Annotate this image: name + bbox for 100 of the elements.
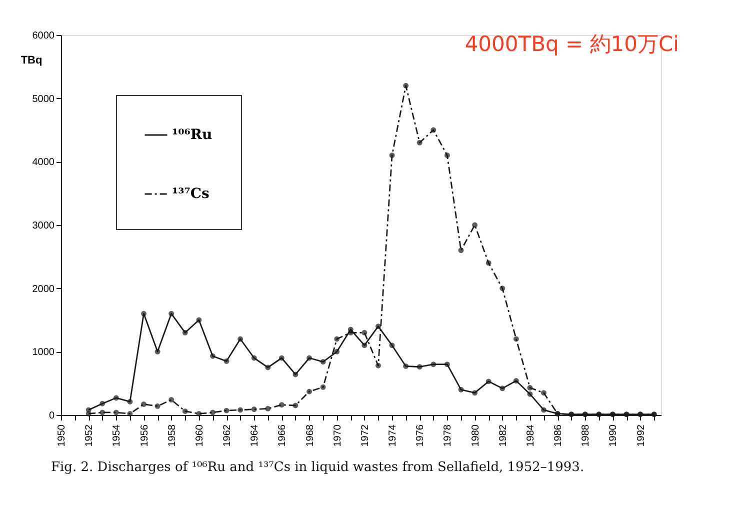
point (430, 127, 436, 133)
point (403, 364, 409, 369)
point (127, 398, 133, 404)
y-tick-label: 0 (48, 410, 55, 422)
point (582, 412, 588, 418)
point (596, 412, 602, 418)
x-tick-label: 1984 (525, 424, 536, 447)
point (278, 355, 284, 361)
point (306, 355, 312, 361)
y-tick-label: 2000 (32, 284, 55, 295)
y-tick-label: 4000 (32, 157, 55, 168)
point (292, 372, 298, 378)
point (362, 330, 368, 336)
caption: Fig. 2. Discharges of ¹⁰⁶Ru and ¹³⁷Cs in liquid wastes from Sellafield, 1952–1993. (51, 460, 584, 475)
x-tick-label: 1966 (277, 424, 288, 447)
point (376, 362, 381, 368)
point (265, 406, 271, 412)
point (320, 384, 326, 390)
point (527, 385, 533, 390)
x-tick-label: 1972 (360, 424, 371, 447)
x-tick-label: 1982 (498, 424, 509, 447)
point (251, 406, 257, 412)
x-tick-label: 1958 (166, 424, 178, 447)
point (486, 260, 492, 266)
x-tick-label: 1968 (304, 424, 316, 447)
point (278, 402, 284, 408)
point (568, 412, 574, 418)
point (224, 358, 230, 364)
x-tick-label: 1952 (84, 424, 96, 447)
point (196, 317, 202, 323)
point (113, 395, 119, 401)
point (376, 324, 381, 330)
point (210, 410, 216, 416)
point (86, 411, 92, 416)
point (182, 330, 188, 336)
point (182, 408, 188, 414)
point (403, 82, 409, 88)
x-tick-label: 1978 (442, 424, 454, 447)
x-tick-label: 1954 (112, 424, 123, 447)
point (320, 359, 326, 365)
annotation: 4000TBq = 約10万Ci (464, 32, 679, 56)
point (154, 348, 160, 354)
point (541, 390, 546, 396)
point (389, 342, 395, 348)
point (238, 407, 244, 413)
point (430, 362, 436, 368)
y-axis-title: TBq (20, 54, 42, 66)
point (334, 336, 340, 342)
x-tick-label: 1956 (139, 424, 150, 447)
point (224, 408, 230, 414)
point (500, 286, 506, 292)
point (389, 152, 395, 158)
point (458, 386, 464, 392)
x-tick-label: 1964 (250, 424, 261, 447)
x-tick-label: 1992 (636, 424, 647, 447)
point (141, 310, 146, 316)
point (486, 378, 492, 384)
y-tick-label: 6000 (32, 30, 55, 42)
legend-label: ¹⁰⁶Ru (172, 127, 212, 143)
x-tick-label: 1976 (415, 424, 426, 447)
point (513, 378, 519, 384)
point (416, 140, 422, 146)
point (444, 152, 450, 158)
x-tick-label: 1960 (194, 424, 206, 447)
y-tick-label: 1000 (32, 347, 55, 358)
point (541, 407, 546, 413)
x-tick-label: 1990 (608, 424, 620, 447)
point (168, 310, 174, 316)
point (513, 336, 519, 342)
point (100, 410, 106, 416)
x-tick-label: 1986 (553, 424, 564, 447)
point (458, 248, 464, 254)
point (416, 364, 422, 370)
point (500, 386, 506, 392)
x-tick-label: 1988 (580, 424, 592, 447)
point (444, 362, 450, 368)
point (554, 411, 560, 416)
point (113, 410, 119, 416)
point (362, 342, 368, 348)
y-tick-label: 5000 (32, 94, 55, 105)
point (100, 400, 106, 406)
point (127, 411, 133, 416)
x-tick-label: 1970 (332, 424, 344, 447)
point (238, 336, 244, 342)
x-tick-label: 1974 (388, 424, 399, 447)
point (651, 412, 657, 418)
y-tick-label: 3000 (32, 220, 55, 232)
point (610, 412, 616, 418)
x-tick-label: 1950 (56, 424, 68, 447)
point (472, 390, 478, 396)
x-tick-label: 1980 (470, 424, 482, 447)
point (154, 403, 160, 409)
point (527, 391, 533, 397)
point (210, 353, 216, 359)
point (334, 348, 340, 354)
point (265, 364, 271, 370)
point (196, 411, 202, 416)
point (306, 388, 312, 394)
point (251, 355, 257, 361)
point (292, 402, 298, 408)
